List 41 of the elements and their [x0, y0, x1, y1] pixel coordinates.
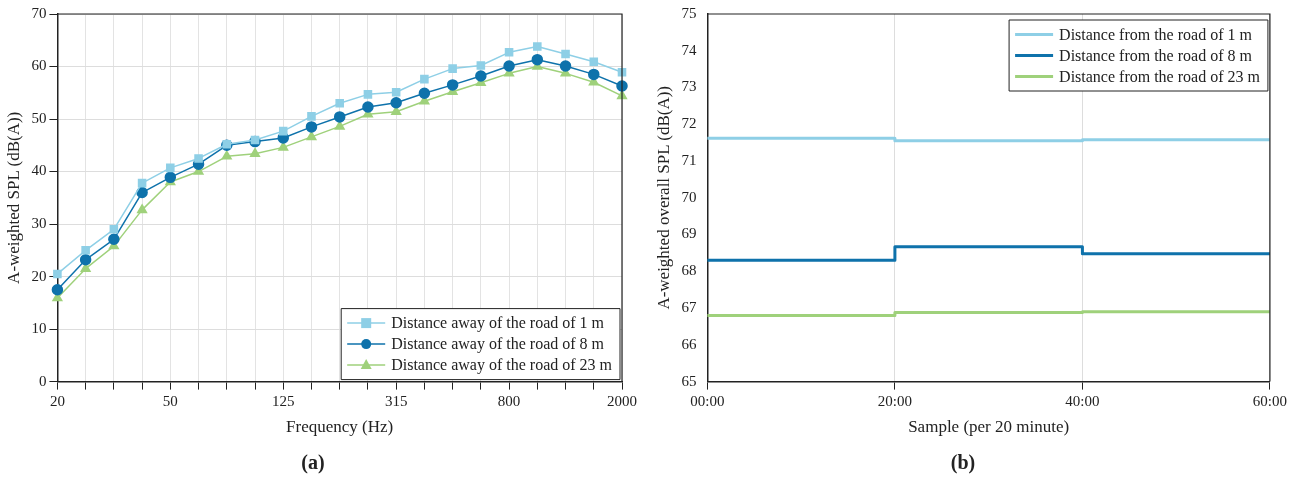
x-tick-label: 20:00 [877, 392, 912, 409]
text: (b) [950, 451, 976, 475]
x-tick-label: 125 [271, 392, 295, 409]
legend-label: Distance away of the road of 8 m [391, 335, 605, 354]
legend-label: Distance from the road of 8 m [1059, 46, 1253, 64]
y-tick-label: 74 [681, 41, 697, 58]
y-tick-label: 67 [681, 299, 697, 316]
y-tick-label: 60 [31, 57, 47, 74]
x-tick-label: 00:00 [690, 392, 725, 409]
x-tick-label: 60:00 [1252, 392, 1287, 409]
y-axis-title: A-weighted overall SPL (dB(A)) [653, 85, 673, 310]
y-tick-label: 10 [31, 320, 47, 337]
x-axis-title: Sample (per 20 minute) [908, 417, 1070, 437]
legend-label: Distance away of the road of 23 m [391, 356, 613, 375]
x-tick-label: 50 [162, 392, 178, 409]
x-axis-title: Frequency (Hz) [286, 417, 394, 437]
y-tick-label: 68 [681, 262, 697, 279]
y-tick-label: 70 [681, 188, 697, 205]
x-tick-label: 800 [497, 392, 521, 409]
x-tick-label: 315 [384, 392, 408, 409]
legend-label: Distance from the road of 1 m [1059, 25, 1253, 43]
x-tick-label: 40:00 [1065, 392, 1100, 409]
y-tick-label: 70 [31, 4, 47, 21]
legend-label: Distance away of the road of 1 m [391, 314, 605, 333]
x-tick-label: 2000 [607, 392, 637, 409]
y-tick-label: 20 [31, 267, 47, 284]
y-axis-title: A-weighted SPL (dB(A)) [3, 111, 23, 284]
text: (a) [301, 451, 325, 475]
y-tick-label: 0 [38, 372, 47, 389]
y-tick-label: 69 [681, 225, 697, 242]
y-tick-label: 75 [681, 4, 697, 21]
y-tick-label: 40 [31, 162, 47, 179]
y-tick-label: 73 [681, 78, 697, 95]
legend-label: Distance from the road of 23 m [1059, 67, 1261, 85]
y-tick-label: 71 [681, 151, 697, 168]
y-tick-label: 66 [681, 335, 697, 352]
y-tick-label: 72 [681, 115, 697, 132]
y-tick-label: 65 [681, 372, 697, 389]
y-tick-label: 30 [31, 214, 47, 231]
y-tick-label: 50 [31, 109, 47, 126]
x-tick-label: 20 [49, 392, 65, 409]
